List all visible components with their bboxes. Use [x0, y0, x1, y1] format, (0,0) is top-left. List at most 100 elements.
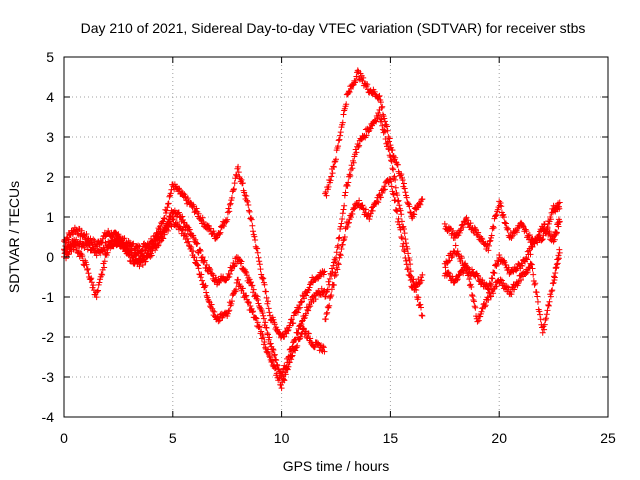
data-point	[134, 249, 141, 256]
data-point	[258, 271, 265, 278]
data-point	[509, 233, 516, 240]
data-point	[378, 116, 385, 123]
data-point	[181, 191, 188, 198]
data-point	[556, 218, 563, 225]
data-point	[381, 118, 388, 125]
series-track-d	[322, 67, 426, 222]
data-point	[329, 268, 336, 275]
data-point	[94, 288, 101, 295]
data-point	[443, 223, 450, 230]
data-point	[418, 277, 425, 284]
data-point	[387, 154, 394, 161]
data-point	[526, 264, 533, 271]
data-point	[337, 223, 344, 230]
data-point	[142, 246, 149, 253]
data-point	[70, 246, 77, 253]
data-point	[520, 223, 526, 230]
data-point	[303, 292, 310, 299]
data-point	[216, 317, 223, 324]
data-point	[231, 180, 238, 187]
data-point	[256, 261, 263, 268]
data-point	[403, 194, 410, 201]
data-point	[406, 272, 413, 279]
data-point	[492, 212, 499, 219]
data-point	[243, 272, 250, 279]
data-point	[173, 213, 180, 220]
data-point	[530, 271, 537, 278]
data-point	[490, 224, 497, 231]
data-point	[388, 183, 395, 190]
data-point	[379, 122, 386, 129]
data-point	[537, 316, 544, 323]
data-point	[478, 308, 485, 315]
data-point	[73, 236, 80, 243]
data-point	[386, 146, 393, 153]
data-point	[199, 277, 206, 284]
data-point	[245, 202, 252, 209]
data-point	[536, 232, 543, 239]
data-point	[369, 204, 376, 211]
data-point	[303, 334, 310, 341]
data-point	[269, 345, 276, 352]
data-point	[406, 257, 413, 264]
data-point	[127, 258, 134, 265]
data-point	[160, 235, 167, 242]
data-point	[336, 234, 343, 241]
data-point	[250, 228, 257, 235]
data-point	[241, 189, 248, 196]
data-point	[198, 271, 205, 278]
data-point	[65, 251, 72, 258]
data-point	[161, 231, 168, 238]
data-point	[249, 282, 256, 289]
data-point	[228, 267, 235, 274]
data-point	[293, 344, 300, 351]
data-point	[365, 128, 372, 135]
data-point	[390, 166, 397, 173]
data-point	[194, 262, 201, 269]
data-point	[377, 194, 384, 201]
y-tick-label: 4	[46, 89, 54, 105]
data-point	[203, 289, 210, 296]
data-point	[211, 308, 218, 315]
data-point	[268, 358, 275, 365]
y-tick-label: 1	[46, 209, 54, 225]
data-point	[470, 296, 477, 303]
data-point	[405, 265, 412, 272]
data-point	[454, 277, 461, 284]
data-point	[105, 227, 112, 234]
data-point	[245, 298, 252, 305]
data-point	[484, 241, 491, 248]
data-point	[469, 291, 475, 298]
data-point	[555, 255, 562, 262]
data-point	[335, 235, 342, 242]
data-point	[330, 262, 337, 269]
data-point	[269, 357, 276, 364]
data-point	[496, 252, 503, 259]
data-point	[492, 213, 499, 220]
data-point	[192, 236, 199, 243]
data-point	[401, 180, 407, 187]
data-point	[305, 304, 312, 311]
data-point	[185, 238, 192, 245]
data-point	[335, 261, 342, 268]
data-point	[230, 187, 237, 194]
data-point	[184, 239, 191, 246]
data-point	[230, 260, 237, 267]
data-point	[190, 232, 197, 239]
data-point	[175, 185, 182, 192]
data-point	[247, 303, 254, 310]
data-point	[191, 254, 198, 261]
data-point	[282, 371, 289, 378]
data-point	[244, 198, 251, 205]
data-point	[556, 205, 563, 212]
data-point	[207, 266, 214, 273]
data-point	[243, 197, 250, 204]
data-point	[351, 205, 358, 212]
data-point	[335, 260, 342, 267]
data-point	[529, 265, 536, 272]
data-point	[392, 206, 399, 213]
data-point	[547, 293, 554, 300]
y-tick-label: -1	[42, 289, 55, 305]
data-point	[411, 286, 418, 293]
data-point	[513, 229, 520, 236]
